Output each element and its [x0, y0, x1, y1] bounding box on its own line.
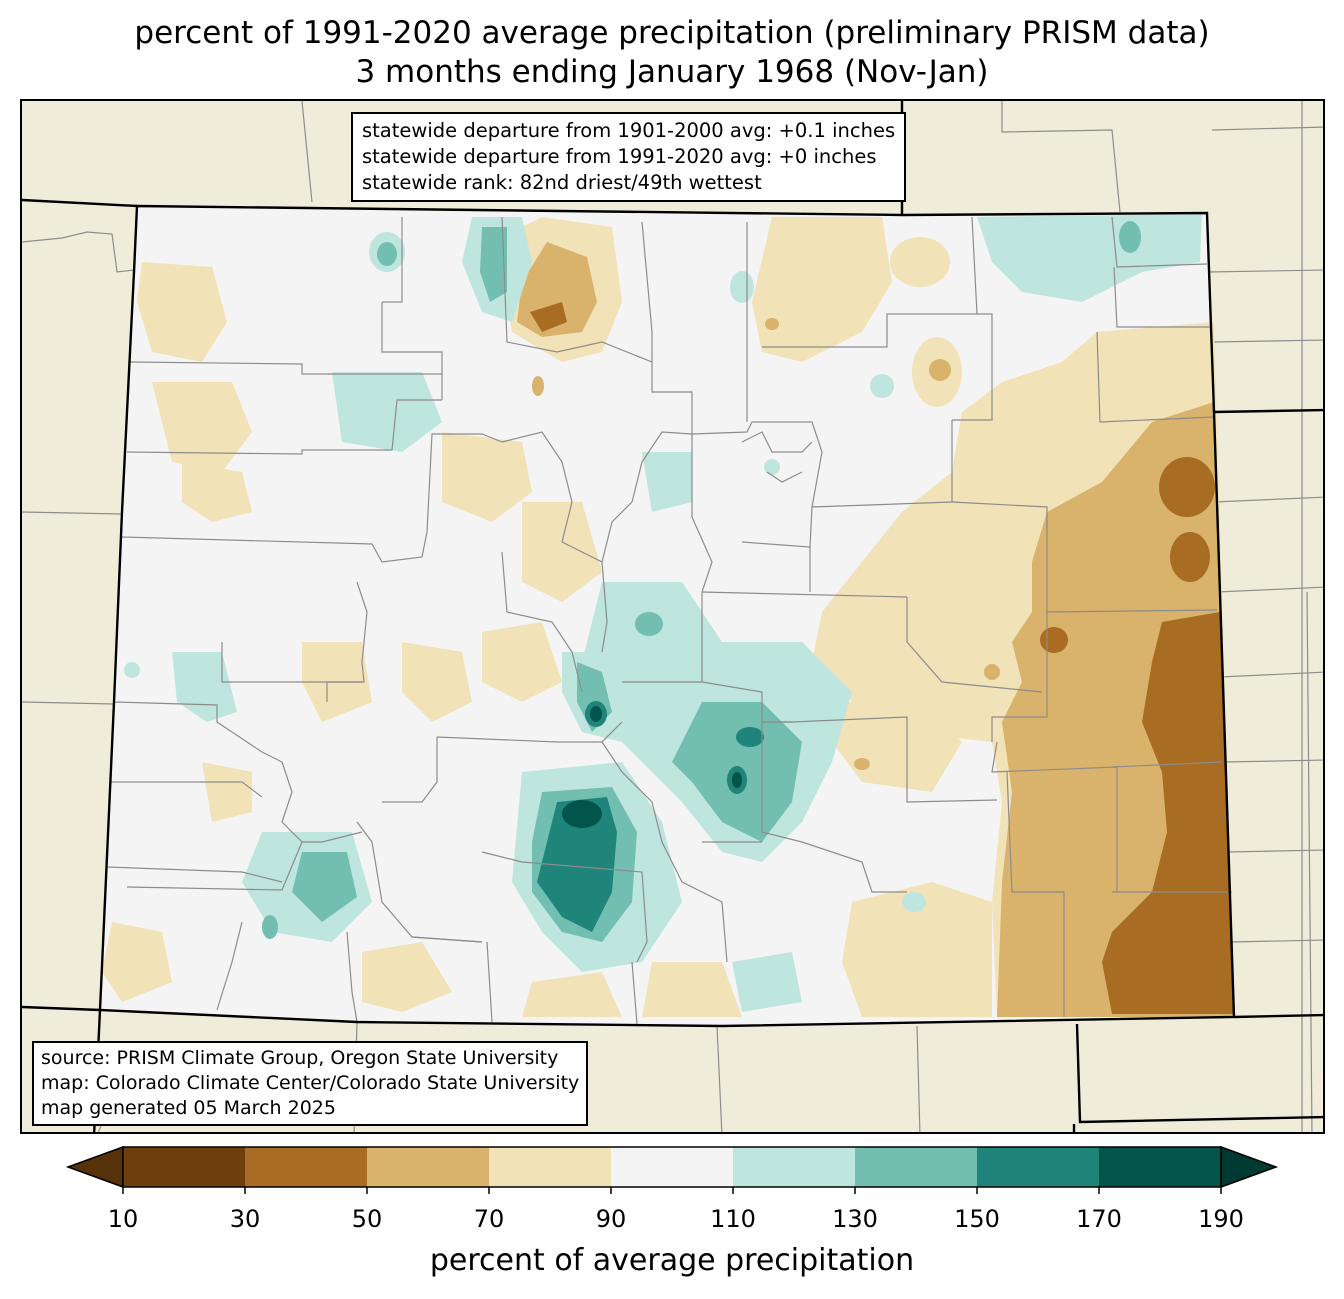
- source-line-generated-date: map generated 05 March 2025: [41, 1097, 336, 1119]
- colorbar-segment: [611, 1147, 734, 1187]
- colorbar-segment: [1099, 1147, 1222, 1187]
- colorbar-tick-label: 110: [710, 1205, 756, 1233]
- colorbar-segment: [245, 1147, 368, 1187]
- colorbar-tick-marks: [122, 1187, 1222, 1194]
- source-credit-box: source: PRISM Climate Group, Oregon Stat…: [32, 1041, 589, 1126]
- colorbar-tick-label: 150: [954, 1205, 1000, 1233]
- colorbar-segment: [123, 1147, 246, 1187]
- colorbar-tick-label: 90: [595, 1205, 627, 1233]
- stats-departure-1991-2020: statewide departure from 1991-2020 avg: …: [362, 145, 877, 168]
- colorbar-segment: [367, 1147, 490, 1187]
- wet-anomaly-fields: [124, 214, 1202, 1012]
- map-title-line-2: 3 months ending January 1968 (Nov-Jan): [355, 54, 989, 90]
- colorbar-tick-label: 130: [832, 1205, 878, 1233]
- colorbar-under-arrow: [65, 1145, 124, 1189]
- statewide-stats-box: statewide departure from 1901-2000 avg: …: [351, 112, 907, 202]
- stats-departure-1901-2000: statewide departure from 1901-2000 avg: …: [362, 119, 896, 142]
- colorbar-tick-label: 50: [351, 1205, 383, 1233]
- dry-anomaly-fields: [102, 217, 1234, 1017]
- precipitation-map: [22, 101, 1323, 1132]
- colorbar-tick-label: 10: [107, 1205, 139, 1233]
- map-title-line-1: percent of 1991-2020 average precipitati…: [134, 15, 1210, 51]
- source-line-map-credit: map: Colorado Climate Center/Colorado St…: [41, 1072, 580, 1094]
- state-borders: [22, 101, 1323, 1132]
- colorbar-tick-label: 30: [229, 1205, 261, 1233]
- stats-rank: statewide rank: 82nd driest/49th wettest: [362, 171, 762, 194]
- colorbar-tick-label: 190: [1198, 1205, 1244, 1233]
- source-line-prism: source: PRISM Climate Group, Oregon Stat…: [41, 1047, 559, 1069]
- colorbar-segments: [123, 1147, 1222, 1187]
- colorbar-segment: [733, 1147, 856, 1187]
- colorbar-tick-label: 70: [473, 1205, 505, 1233]
- colorbar-segment: [855, 1147, 978, 1187]
- county-boundaries: [106, 216, 1232, 1025]
- colorbar-outline: [122, 1146, 1222, 1188]
- map-panel: statewide departure from 1901-2000 avg: …: [20, 99, 1325, 1134]
- colorbar-label: percent of average precipitation: [429, 1243, 915, 1278]
- colorbar: [65, 1145, 1279, 1194]
- colorbar-segment: [489, 1147, 612, 1187]
- colorbar-segment: [977, 1147, 1100, 1187]
- colorbar-over-arrow: [1220, 1145, 1279, 1189]
- colorbar-tick-label: 170: [1076, 1205, 1122, 1233]
